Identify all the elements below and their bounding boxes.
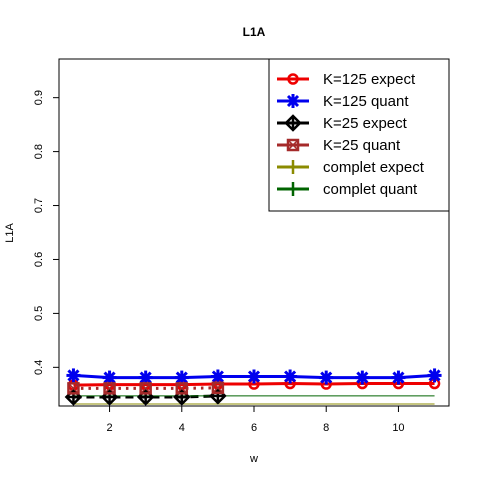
legend-label-2: K=25 expect bbox=[323, 115, 408, 132]
legend: K=125 expect K=125 quant K=25 expect K=25 q… bbox=[268, 58, 450, 212]
data-point-1-1 bbox=[102, 370, 117, 385]
y-tick-label-1: 0.5 bbox=[33, 306, 45, 321]
legend-marker-1 bbox=[286, 94, 300, 108]
data-point-1-10 bbox=[427, 368, 442, 383]
data-point-3-4 bbox=[211, 381, 225, 395]
data-point-1-2 bbox=[138, 370, 153, 385]
legend-marker-4 bbox=[286, 160, 300, 174]
x-axis-label: w bbox=[249, 453, 258, 465]
series-line-0 bbox=[73, 382, 435, 387]
data-point-1-3 bbox=[174, 370, 189, 385]
data-point-3-0 bbox=[67, 382, 80, 395]
data-point-1-6 bbox=[283, 369, 298, 384]
data-point-3-2 bbox=[139, 382, 152, 395]
plot-markers bbox=[64, 368, 442, 406]
chart-title: L1A bbox=[243, 25, 266, 39]
x-axis: 2 4 6 8 10 bbox=[106, 405, 405, 434]
legend-marker-3 bbox=[286, 138, 300, 152]
data-point-1-5 bbox=[247, 369, 261, 384]
data-point-1-7 bbox=[319, 370, 334, 385]
y-axis-label: L1A bbox=[4, 223, 16, 243]
x-tick-label-1: 4 bbox=[179, 422, 185, 434]
x-tick-label-2: 6 bbox=[251, 422, 257, 434]
x-tick-label-0: 2 bbox=[106, 422, 112, 434]
legend-box bbox=[268, 58, 450, 212]
data-point-3-3 bbox=[175, 382, 189, 395]
x-tick-label-3: 8 bbox=[323, 422, 329, 434]
legend-marker-5 bbox=[286, 182, 300, 196]
data-point-1-0 bbox=[66, 368, 81, 383]
legend-label-5: complet quant bbox=[323, 181, 418, 198]
y-tick-label-0: 0.4 bbox=[33, 360, 45, 375]
y-axis: 0.4 0.5 0.6 0.7 0.8 0.9 bbox=[33, 90, 60, 375]
legend-marker-2 bbox=[284, 114, 302, 132]
legend-marker-0 bbox=[287, 73, 299, 85]
legend-label-1: K=125 quant bbox=[323, 93, 409, 110]
legend-label-3: K=25 quant bbox=[323, 137, 401, 154]
x-tick-label-4: 10 bbox=[392, 422, 404, 434]
series-line-3 bbox=[73, 386, 218, 390]
y-tick-label-4: 0.8 bbox=[33, 144, 45, 159]
y-tick-label-3: 0.7 bbox=[33, 198, 45, 213]
data-point-1-8 bbox=[355, 370, 370, 385]
data-point-3-1 bbox=[103, 382, 116, 395]
data-point-1-4 bbox=[210, 369, 225, 384]
legend-label-0: K=125 expect bbox=[323, 71, 416, 88]
y-tick-label-2: 0.6 bbox=[33, 252, 45, 267]
legend-label-4: complet expect bbox=[323, 159, 425, 176]
data-point-1-9 bbox=[391, 370, 406, 385]
y-tick-label-5: 0.9 bbox=[33, 90, 45, 105]
